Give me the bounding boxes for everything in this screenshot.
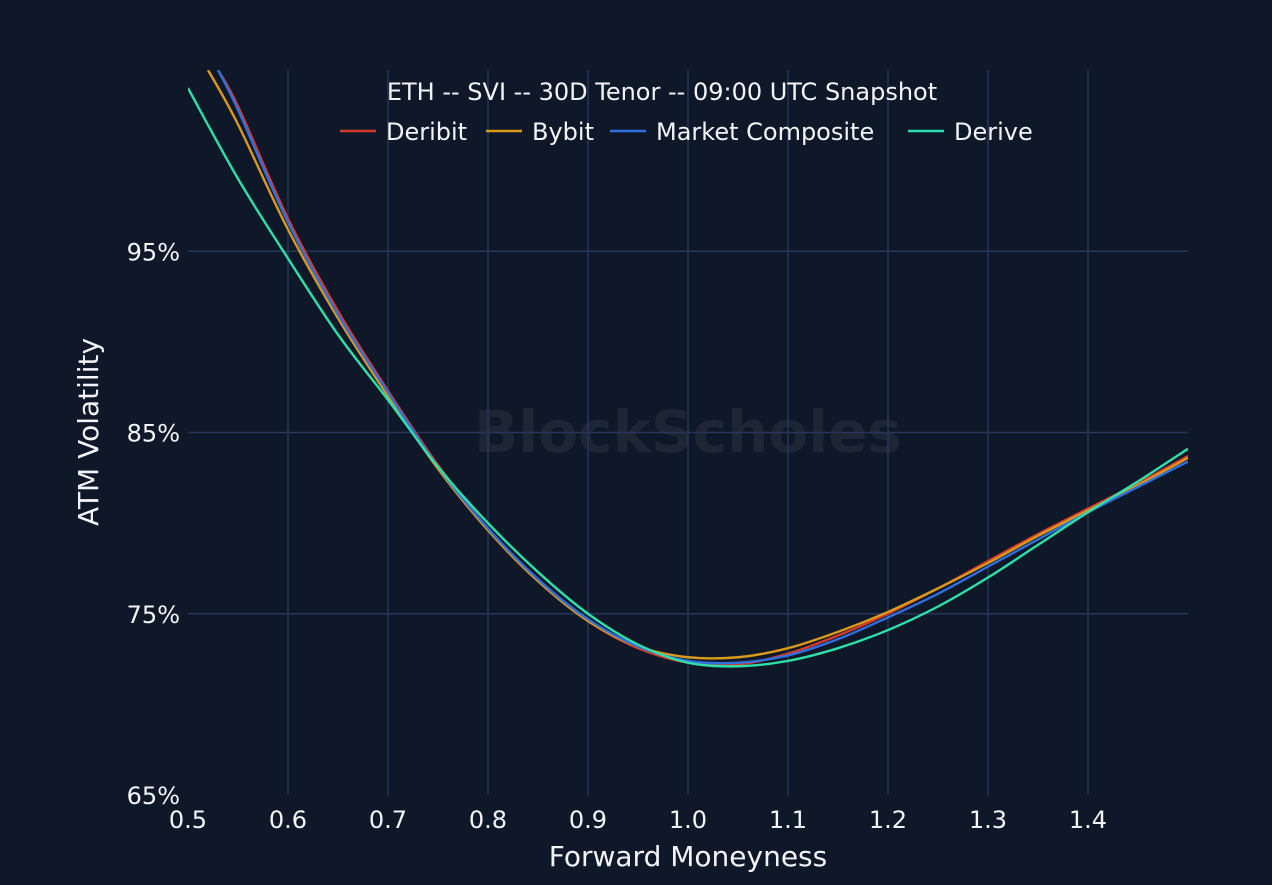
chart-title: ETH -- SVI -- 30D Tenor -- 09:00 UTC Sna…: [387, 78, 937, 106]
legend-label: Bybit: [532, 118, 594, 146]
x-tick-label: 1.2: [869, 806, 907, 834]
x-axis-title: Forward Moneyness: [549, 840, 827, 873]
y-tick-label: 75%: [127, 601, 180, 629]
y-axis-title: ATM Volatility: [72, 338, 105, 526]
series-line-derive: [188, 87, 1188, 668]
grid: [188, 70, 1188, 795]
x-tick-label: 0.6: [269, 806, 307, 834]
x-tick-label: 1.4: [1069, 806, 1107, 834]
series-line-deribit: [216, 70, 1188, 667]
y-tick-label: 85%: [127, 420, 180, 448]
y-tick-label: 95%: [127, 238, 180, 266]
x-tick-label: 1.1: [769, 806, 807, 834]
series-lines: [188, 70, 1188, 668]
legend-label: Market Composite: [656, 118, 874, 146]
y-tick-label: 65%: [127, 782, 180, 810]
legend-item-deribit[interactable]: Deribit: [340, 118, 467, 146]
legend-item-derive[interactable]: Derive: [908, 118, 1033, 146]
legend-item-market-composite[interactable]: Market Composite: [610, 118, 874, 146]
x-tick-label: 0.5: [169, 806, 207, 834]
legend-item-bybit[interactable]: Bybit: [486, 118, 594, 146]
x-tick-label: 0.8: [469, 806, 507, 834]
legend[interactable]: Deribit Bybit Market Composite Derive: [340, 118, 1033, 146]
x-tick-label: 1.0: [669, 806, 707, 834]
x-tick-label: 0.7: [369, 806, 407, 834]
x-tick-label: 1.3: [969, 806, 1007, 834]
x-tick-label: 0.9: [569, 806, 607, 834]
legend-label: Deribit: [386, 118, 467, 146]
tick-labels: 0.5 0.6 0.7 0.8 0.9 1.0 1.1 1.2 1.3 1.4 65% 75% 85% 9…: [127, 238, 1107, 834]
legend-label: Derive: [954, 118, 1033, 146]
